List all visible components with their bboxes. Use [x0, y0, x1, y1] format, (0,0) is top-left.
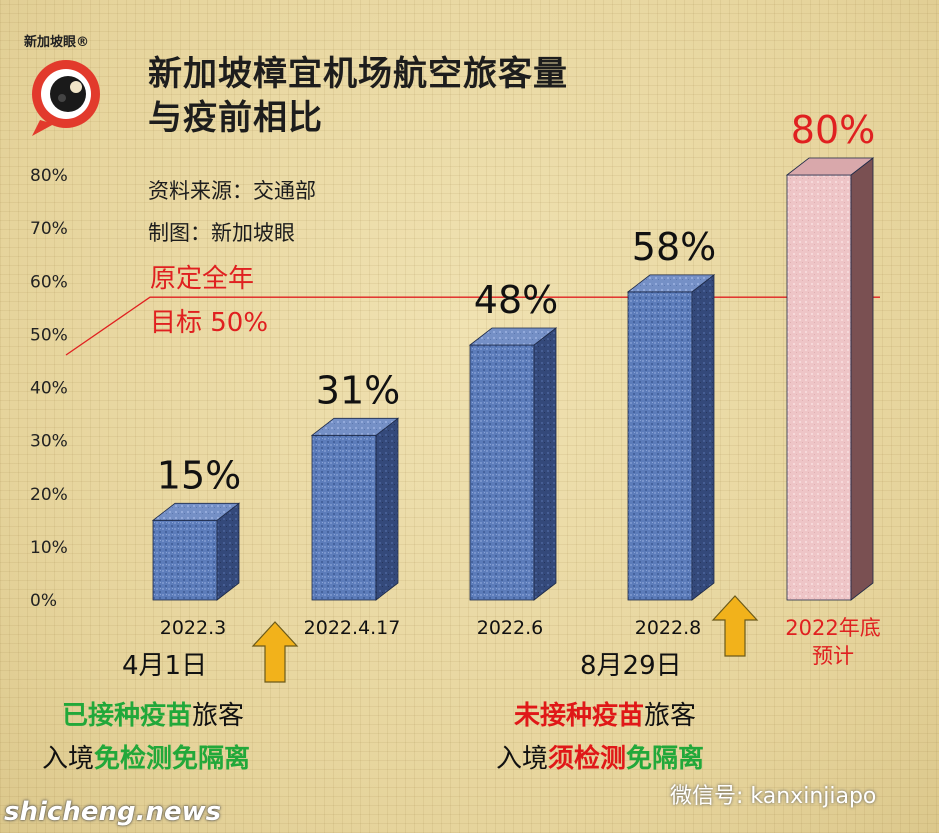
- annotation-left-date: 4月1日: [122, 651, 208, 681]
- annotation-left-line2: 入境免检测免隔离: [42, 744, 251, 774]
- logo-text: 新加坡眼®: [24, 34, 89, 50]
- bar: [626, 274, 716, 601]
- y-tick-label: 40%: [30, 379, 68, 399]
- y-tick-label: 30%: [30, 432, 68, 452]
- y-tick-label: 70%: [30, 219, 68, 239]
- bar: [151, 502, 241, 601]
- y-tick-label: 20%: [30, 485, 68, 505]
- bar-forecast: [785, 157, 875, 601]
- chart-title: 新加坡樟宜机场航空旅客量 与疫前相比: [148, 54, 568, 138]
- brand-logo: 新加坡眼®: [24, 34, 100, 136]
- data-label: 31%: [316, 368, 400, 412]
- bar: [468, 327, 558, 601]
- target-label-line2: 目标 50%: [150, 308, 269, 338]
- y-tick-label: 0%: [30, 591, 57, 611]
- annotation-right-line1: 未接种疫苗旅客: [514, 701, 697, 731]
- target-label-line1: 原定全年: [150, 264, 255, 294]
- annotation-right-date: 8月29日: [580, 651, 682, 681]
- category-label: 2022.6: [477, 617, 543, 639]
- annotation-left-line1: 已接种疫苗旅客: [62, 701, 245, 731]
- data-label: 80%: [791, 108, 875, 152]
- data-label: 15%: [157, 453, 241, 497]
- credit-note: 制图：新加坡眼: [148, 221, 295, 245]
- bar: [310, 417, 400, 601]
- annotation-right-line2: 入境须检测免隔离: [496, 744, 705, 774]
- data-label: 48%: [474, 278, 558, 322]
- y-tick-label: 80%: [30, 166, 68, 186]
- category-label: 2022.8: [635, 617, 701, 639]
- category-label-forecast: 2022年底 预计: [785, 616, 881, 668]
- category-label: 2022.3: [160, 617, 226, 639]
- category-label: 2022.4.17: [304, 617, 401, 639]
- y-tick-label: 50%: [30, 325, 68, 345]
- watermark-left: shicheng.news: [4, 797, 222, 827]
- y-tick-label: 60%: [30, 272, 68, 292]
- source-note: 资料来源：交通部: [148, 179, 316, 203]
- watermark-right: 微信号: kanxinjiapo: [670, 784, 877, 809]
- up-arrow-icon: [251, 621, 299, 683]
- y-tick-label: 10%: [30, 538, 68, 558]
- data-label: 58%: [632, 225, 716, 269]
- up-arrow-icon: [711, 595, 759, 657]
